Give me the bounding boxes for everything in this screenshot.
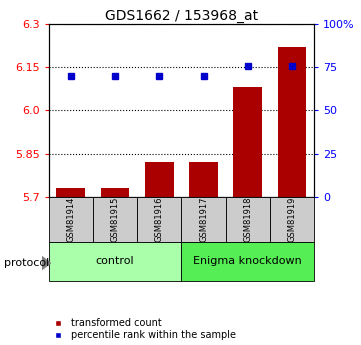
FancyBboxPatch shape [93,197,137,241]
Bar [145,162,174,197]
Bar [278,47,306,197]
Legend: transformed count, percentile rank within the sample: transformed count, percentile rank withi… [48,318,235,340]
Text: GSM81916: GSM81916 [155,196,164,242]
Text: GSM81914: GSM81914 [66,196,75,242]
FancyBboxPatch shape [137,197,181,241]
FancyBboxPatch shape [49,197,93,241]
Bar [56,188,85,197]
Text: protocol: protocol [4,258,49,268]
FancyBboxPatch shape [181,241,314,281]
FancyBboxPatch shape [49,241,181,281]
Title: GDS1662 / 153968_at: GDS1662 / 153968_at [105,9,258,23]
FancyBboxPatch shape [226,197,270,241]
Polygon shape [42,256,51,270]
Bar [233,87,262,197]
Bar [189,162,218,197]
Text: Enigma knockdown: Enigma knockdown [193,256,302,266]
Text: GSM81919: GSM81919 [287,196,296,242]
Bar [101,188,130,197]
FancyBboxPatch shape [270,197,314,241]
FancyBboxPatch shape [181,197,226,241]
Text: GSM81915: GSM81915 [110,196,119,242]
Text: control: control [96,256,134,266]
Text: GSM81918: GSM81918 [243,196,252,242]
Text: GSM81917: GSM81917 [199,196,208,242]
